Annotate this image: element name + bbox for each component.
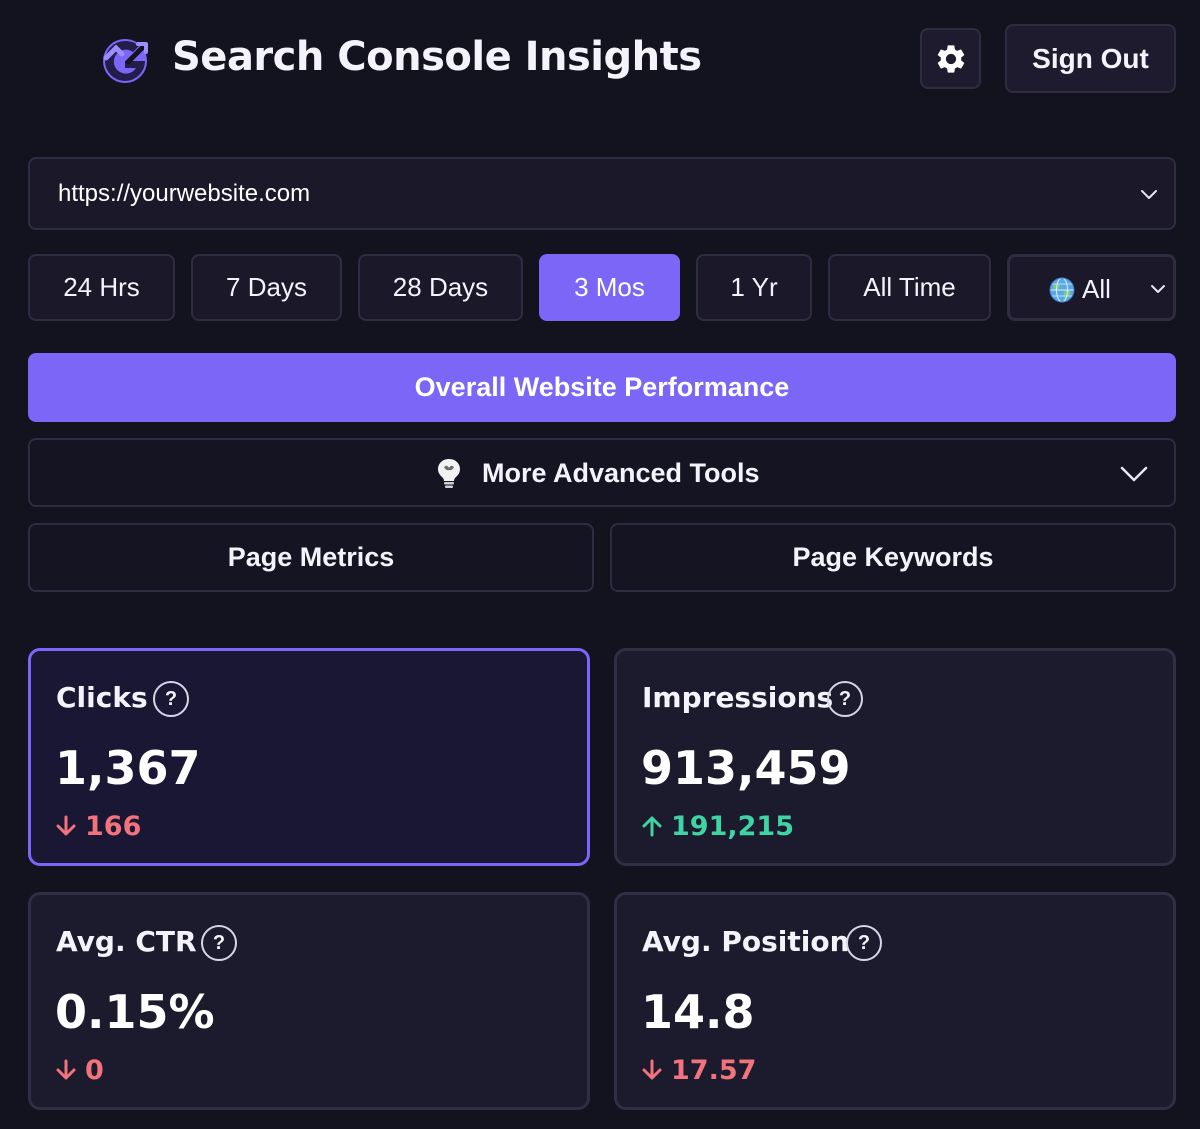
metric-label: Avg. CTR: [56, 925, 197, 958]
arrow-up-icon: [642, 816, 662, 837]
sign-out-button[interactable]: Sign Out: [1005, 24, 1176, 93]
lightbulb-icon: [438, 459, 460, 488]
metric-delta: 166: [55, 810, 142, 842]
range-all-time-button[interactable]: All Time: [828, 254, 991, 321]
site-url-select[interactable]: https://yourwebsite.com: [28, 157, 1176, 230]
g-logo-icon: [103, 39, 148, 83]
range-1-yr-button[interactable]: 1 Yr: [696, 254, 812, 321]
header: Search Console Insights Sign Out: [0, 0, 1200, 120]
chevron-down-icon: [1141, 190, 1157, 199]
app-title: Search Console Insights: [172, 34, 702, 80]
page-metrics-button[interactable]: Page Metrics: [28, 523, 594, 592]
metric-label: Clicks: [56, 681, 148, 714]
metric-label: Avg. Position: [642, 925, 850, 958]
help-icon[interactable]: ?: [201, 925, 237, 961]
chevron-down-icon: [1151, 285, 1165, 293]
arrow-down-icon: [642, 1059, 662, 1080]
metric-card-avg-ctr[interactable]: Avg. CTR ? 0.15% 0: [28, 892, 590, 1110]
metric-delta: 191,215: [641, 810, 794, 842]
range-3-mos-button[interactable]: 3 Mos: [539, 254, 680, 321]
site-url-value: https://yourwebsite.com: [58, 179, 311, 207]
help-icon[interactable]: ?: [827, 681, 863, 717]
help-icon[interactable]: ?: [153, 681, 189, 717]
arrow-down-icon: [56, 815, 76, 836]
country-select[interactable]: All: [1007, 254, 1176, 321]
globe-icon: [1049, 277, 1075, 303]
metric-delta: 17.57: [641, 1054, 757, 1086]
metric-card-clicks[interactable]: Clicks ? 1,367 166: [28, 648, 590, 866]
metric-value: 1,367: [55, 741, 201, 795]
page-keywords-button[interactable]: Page Keywords: [610, 523, 1176, 592]
metric-delta: 0: [55, 1054, 104, 1086]
metric-label: Impressions: [642, 681, 834, 714]
settings-button[interactable]: [920, 28, 981, 89]
advanced-tools-label: More Advanced Tools: [482, 458, 760, 488]
range-7-days-button[interactable]: 7 Days: [191, 254, 342, 321]
metric-delta-value: 0: [85, 1054, 104, 1086]
range-24-hrs-button[interactable]: 24 Hrs: [28, 254, 175, 321]
metric-delta-value: 166: [85, 810, 142, 842]
metric-value: 913,459: [641, 741, 851, 795]
metric-delta-value: 17.57: [671, 1054, 757, 1086]
metric-value: 14.8: [641, 985, 755, 1039]
metric-value: 0.15%: [55, 985, 215, 1039]
arrow-down-icon: [56, 1059, 76, 1080]
help-icon[interactable]: ?: [846, 925, 882, 961]
country-select-value: All: [1082, 274, 1111, 304]
gear-icon: [937, 44, 964, 73]
chevron-down-icon: [1120, 466, 1148, 482]
overall-performance-button[interactable]: Overall Website Performance: [28, 353, 1176, 422]
metric-delta-value: 191,215: [671, 810, 794, 842]
metric-card-avg-position[interactable]: Avg. Position ? 14.8 17.57: [614, 892, 1176, 1110]
range-28-days-button[interactable]: 28 Days: [358, 254, 523, 321]
metric-card-impressions[interactable]: Impressions ? 913,459 191,215: [614, 648, 1176, 866]
advanced-tools-toggle[interactable]: More Advanced Tools: [28, 438, 1176, 507]
